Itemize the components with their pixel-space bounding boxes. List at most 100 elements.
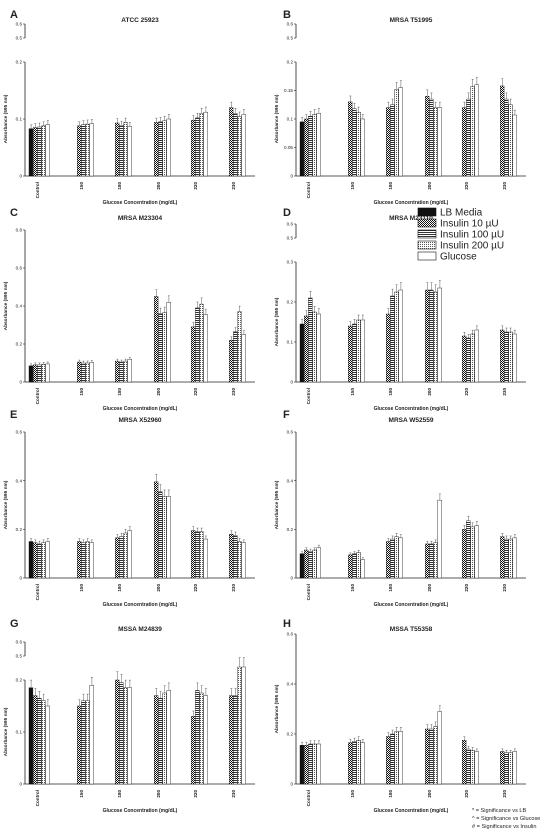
y-tick-label: 0.5 bbox=[16, 36, 23, 41]
bar bbox=[398, 289, 403, 383]
x-tick-label: 180 bbox=[117, 790, 122, 798]
y-tick-label: 0.1 bbox=[16, 117, 23, 122]
panel-D: D MRSA M23110 0 0.1 0.2 0.3 0.5 0.6 Absorbance (… bbox=[274, 207, 526, 412]
bar bbox=[474, 751, 479, 785]
bar bbox=[123, 532, 128, 579]
legend-label: Insulin 200 µU bbox=[440, 241, 504, 252]
x-tick-label: 150 bbox=[350, 790, 355, 798]
bar bbox=[28, 541, 34, 579]
panel-label: F bbox=[283, 409, 290, 421]
x-tick-label: 180 bbox=[388, 584, 393, 592]
y-tick-label: 0 bbox=[19, 576, 22, 581]
y-axis-label: Absorbance (595 nm) bbox=[274, 480, 280, 529]
bar bbox=[304, 118, 309, 177]
bar bbox=[504, 538, 509, 579]
panel-title: MSSA T55358 bbox=[390, 626, 433, 633]
bar bbox=[312, 549, 317, 579]
bar bbox=[462, 740, 467, 785]
bar bbox=[81, 124, 86, 177]
bar bbox=[153, 296, 159, 383]
bar bbox=[45, 705, 50, 785]
bar bbox=[114, 122, 120, 177]
bar bbox=[114, 679, 120, 785]
bar bbox=[237, 666, 242, 785]
y-tick-label: 0.6 bbox=[287, 222, 294, 227]
panel-label: B bbox=[283, 9, 291, 21]
x-tick-label: 230 bbox=[502, 790, 507, 798]
bar bbox=[37, 126, 42, 177]
x-axis-label: Glucose Concentration (mg/dL) bbox=[103, 808, 178, 814]
bar bbox=[394, 536, 399, 579]
y-tick-label: 0.4 bbox=[287, 682, 294, 687]
bar bbox=[85, 362, 90, 383]
bar bbox=[81, 700, 86, 785]
bar bbox=[512, 751, 517, 785]
legend-swatch bbox=[417, 207, 437, 217]
bar bbox=[190, 716, 196, 785]
bar bbox=[158, 698, 163, 785]
y-tick-label: 0 bbox=[19, 782, 22, 787]
bar bbox=[28, 687, 34, 785]
x-tick-label: 220 bbox=[193, 182, 198, 190]
y-axis-label: Absorbance (595 nm) bbox=[3, 94, 9, 143]
y-tick-label: 0.6 bbox=[287, 22, 294, 27]
bar bbox=[241, 334, 246, 383]
bar bbox=[512, 333, 517, 383]
bar bbox=[203, 538, 208, 579]
y-tick-label: 0.4 bbox=[16, 478, 23, 483]
panel-label: H bbox=[283, 618, 291, 630]
bar bbox=[228, 695, 234, 785]
bar bbox=[241, 114, 246, 177]
y-axis-label: Absorbance (595 nm) bbox=[3, 281, 9, 330]
bar bbox=[299, 121, 305, 177]
legend-swatch bbox=[417, 218, 437, 228]
y-tick-label: 0.5 bbox=[287, 236, 294, 241]
bar bbox=[85, 700, 90, 785]
x-tick-label: 230 bbox=[231, 182, 236, 190]
y-tick-label: 0.15 bbox=[284, 88, 293, 93]
bar bbox=[474, 329, 479, 383]
x-tick-label: 230 bbox=[502, 388, 507, 396]
x-tick-label: 150 bbox=[79, 790, 84, 798]
y-tick-label: 0.3 bbox=[287, 260, 294, 265]
bar bbox=[433, 291, 438, 383]
bar bbox=[425, 543, 430, 579]
bar bbox=[390, 733, 395, 785]
panel-B: B MRSA T51995 0 0.05 0.1 0.15 0.2 0.5 0.6 Absorba… bbox=[274, 9, 526, 206]
x-tick-label: Control bbox=[306, 790, 311, 806]
bar bbox=[81, 362, 86, 383]
x-tick-label: 180 bbox=[117, 584, 122, 592]
x-tick-label: 220 bbox=[464, 182, 469, 190]
y-tick-label: 0.6 bbox=[16, 266, 23, 271]
bar bbox=[394, 291, 399, 383]
x-tick-label: 180 bbox=[117, 182, 122, 190]
bar bbox=[390, 538, 395, 579]
bar bbox=[398, 537, 403, 579]
legend-swatch bbox=[417, 251, 437, 261]
bar bbox=[308, 115, 313, 177]
x-tick-label: Control bbox=[35, 584, 40, 600]
y-tick-label: 0.2 bbox=[287, 527, 294, 532]
legend-swatch bbox=[417, 229, 437, 239]
bar bbox=[45, 124, 50, 177]
footnote: ^ = Significance vs Glucose bbox=[472, 816, 540, 822]
x-tick-label: Control bbox=[306, 584, 311, 600]
bar bbox=[41, 364, 46, 383]
bar bbox=[398, 87, 403, 177]
bar bbox=[203, 314, 208, 383]
bar bbox=[119, 361, 124, 383]
panel-E: E MRSA X52960 0 0.2 0.4 0.6 Absorbance (595 nm… bbox=[3, 409, 255, 608]
panels-layer: A ATCC 25923 0 0.1 0.2 0.5 0.6 Absorbance (595 … bbox=[3, 9, 526, 814]
panel-C: C MRSA M23304 0 0.2 0.4 0.6 0.8 Absorbance (595… bbox=[3, 207, 255, 412]
x-tick-label: 200 bbox=[156, 790, 161, 798]
panel-label: C bbox=[10, 207, 18, 219]
bar bbox=[500, 536, 505, 579]
x-tick-label: 220 bbox=[464, 790, 469, 798]
y-tick-label: 0.2 bbox=[16, 527, 23, 532]
bar bbox=[433, 542, 438, 579]
bar bbox=[195, 307, 200, 383]
panel-title: ATCC 25923 bbox=[121, 17, 159, 24]
x-tick-label: 200 bbox=[427, 388, 432, 396]
bar bbox=[425, 95, 430, 177]
legend-label: Glucose bbox=[440, 252, 477, 263]
